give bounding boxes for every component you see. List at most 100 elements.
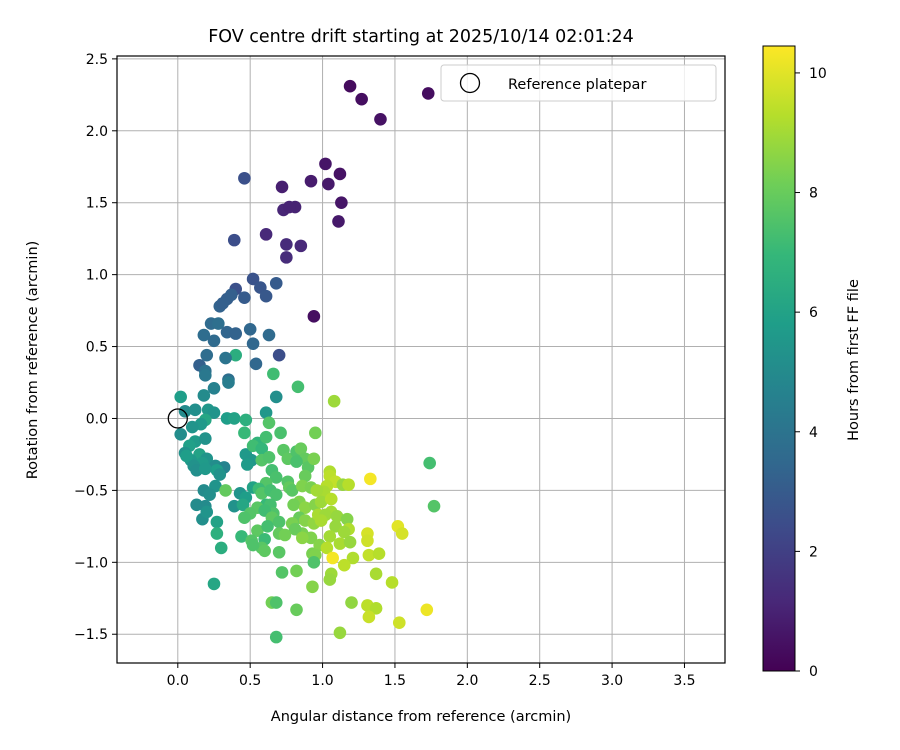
scatter-point (333, 626, 347, 640)
plot-frame (116, 55, 726, 664)
scatter-point (274, 426, 287, 440)
scatter-point (332, 215, 345, 228)
colorbar-tick-label: 0 (809, 664, 818, 680)
scatter-point (272, 545, 286, 559)
scatter-point (322, 177, 335, 191)
y-tick-label: −0.5 (74, 483, 108, 499)
scatter-point (324, 492, 338, 506)
scatter-point (251, 524, 264, 537)
scatter-point (327, 394, 341, 408)
scatter-point (267, 367, 280, 381)
scatter-point (269, 390, 283, 404)
scatter-point (269, 471, 283, 484)
scatter-point (207, 577, 221, 591)
x-tick-label: 2.0 (456, 673, 478, 689)
scatter-point (227, 412, 241, 425)
data-points (167, 79, 441, 644)
y-tick-label: 1.0 (86, 268, 108, 284)
scatter-point (307, 310, 321, 323)
scatter-point (259, 228, 273, 241)
scatter-point (420, 603, 434, 617)
scatter-point (337, 525, 351, 539)
scatter-point (219, 484, 232, 497)
colorbar-gradient (762, 45, 796, 672)
scatter-point (238, 426, 251, 440)
scatter-point (369, 567, 383, 581)
scatter-point (280, 251, 293, 264)
scatter-point (362, 548, 376, 562)
scatter-point (395, 527, 409, 540)
scatter-point (275, 566, 289, 579)
scatter-point (188, 403, 202, 417)
scatter-point (262, 416, 276, 430)
scatter-point (345, 596, 358, 609)
scatter-point (227, 233, 241, 247)
scatter-point (197, 389, 211, 402)
x-tick-label: 2.5 (529, 673, 551, 689)
scatter-point (314, 514, 328, 527)
scatter-point (355, 92, 368, 106)
scatter-point (374, 112, 387, 126)
scatter-point (240, 458, 254, 471)
x-tick-label: 1.0 (311, 673, 333, 689)
colorbar-label: Hours from first FF file (846, 279, 862, 441)
scatter-point (288, 522, 302, 536)
y-tick-label: −1.5 (74, 627, 108, 643)
scatter-point (210, 527, 224, 540)
y-tick-label: 2.5 (86, 52, 108, 68)
scatter-point (291, 380, 305, 394)
scatter-point (272, 515, 286, 529)
scatter-point (255, 442, 269, 455)
scatter-point (246, 272, 260, 286)
scatter-point (282, 200, 296, 214)
scatter-point (290, 603, 303, 617)
scatter-point (258, 544, 271, 558)
scatter-point (333, 537, 347, 550)
scatter-point (262, 328, 276, 342)
scatter-point (307, 556, 321, 569)
reference-marker (167, 408, 188, 429)
scatter-point (210, 515, 224, 529)
scatter-point (246, 538, 260, 552)
scatter-point (269, 276, 283, 290)
scatter-point (310, 484, 324, 497)
scatter-point (249, 357, 263, 371)
scatter-point (246, 337, 260, 350)
scatter-point (307, 452, 321, 466)
scatter-point (235, 530, 248, 543)
x-tick-label: 0.5 (239, 673, 261, 689)
scatter-point (200, 505, 214, 519)
colorbar-tick-label: 4 (809, 425, 818, 441)
y-tick-label: 2.0 (86, 124, 108, 140)
scatter-point (178, 404, 192, 418)
scatter-point (298, 501, 312, 514)
scatter-point (269, 630, 283, 644)
scatter-point (323, 530, 337, 543)
scatter-point (275, 180, 289, 194)
scatter-point (185, 420, 199, 434)
legend-box (440, 64, 717, 102)
x-tick-label: 0.0 (167, 673, 189, 689)
y-tick-label: −1.0 (74, 555, 108, 571)
scatter-point (320, 541, 334, 555)
scatter-point (199, 462, 212, 476)
y-axis-ticks: −1.5 −1.0 −0.5 0.0 0.5 1.0 1.5 2.0 2.5 (74, 52, 117, 643)
y-tick-label: 0.0 (86, 411, 108, 427)
scatter-point (427, 499, 441, 513)
scatter-point (200, 348, 214, 362)
scatter-point (295, 531, 309, 545)
scatter-point (361, 534, 374, 548)
scatter-point (326, 551, 339, 565)
scatter-point (222, 376, 235, 389)
scatter-point (174, 427, 187, 441)
x-axis-label: Angular distance from reference (arcmin) (271, 709, 571, 725)
scatter-point (294, 239, 308, 253)
scatter-point (262, 451, 276, 464)
scatter-point (180, 449, 193, 463)
chart-title: FOV centre drift starting at 2025/10/14 … (208, 27, 634, 47)
scatter-point (174, 390, 187, 404)
scatter-point (269, 488, 283, 502)
scatter-point (343, 79, 357, 93)
colorbar-tick-label: 10 (809, 66, 827, 82)
